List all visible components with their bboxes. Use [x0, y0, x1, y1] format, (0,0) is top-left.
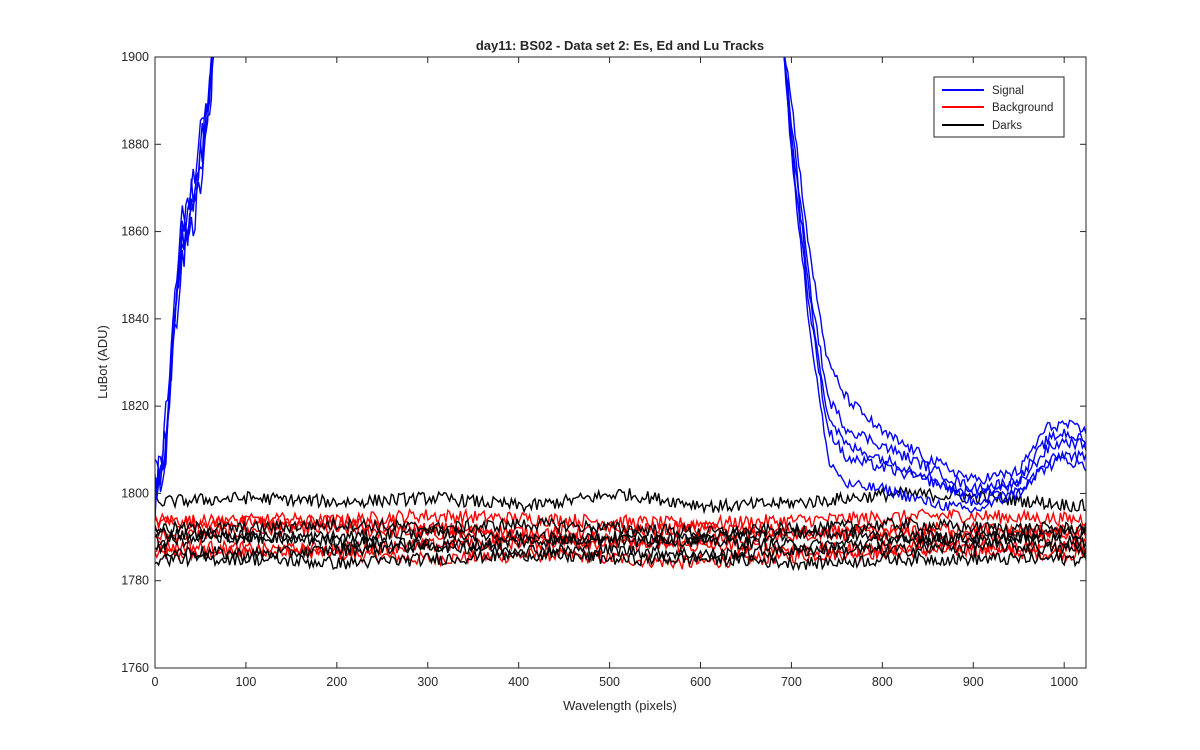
x-axis-label: Wavelength (pixels): [563, 698, 677, 713]
darks-trace: [155, 547, 1086, 572]
signal-trace: [784, 57, 1086, 497]
darks-trace: [155, 537, 1086, 563]
y-tick-label: 1840: [121, 312, 149, 326]
signal-trace: [783, 57, 1086, 507]
y-axis-label: LuBot (ADU): [95, 325, 110, 399]
signal-trace: [155, 57, 212, 499]
plot-area: [155, 57, 1086, 668]
x-tick-label: 100: [235, 675, 256, 689]
legend-label-signal: Signal: [992, 85, 1024, 97]
darks-trace: [155, 515, 1086, 539]
darks-trace: [155, 529, 1086, 554]
y-tick-label: 1780: [121, 574, 149, 588]
x-tick-label: 200: [326, 675, 347, 689]
x-tick-label: 700: [781, 675, 802, 689]
darks-trace: [155, 524, 1086, 550]
x-tick-label: 300: [417, 675, 438, 689]
x-tick-label: 400: [508, 675, 529, 689]
series-layer: [155, 57, 1086, 572]
x-tick-label: 900: [963, 675, 984, 689]
legend: Signal Background Darks: [933, 76, 1065, 138]
legend-label-darks: Darks: [992, 120, 1022, 132]
x-tick-label: 500: [599, 675, 620, 689]
signal-trace: [784, 57, 1086, 485]
legend-label-background: Background: [992, 102, 1053, 114]
darks-trace: [155, 485, 1086, 515]
signal-trace: [783, 57, 1086, 500]
signal-trace: [155, 57, 215, 520]
x-tick-label: 800: [872, 675, 893, 689]
y-tick-label: 1820: [121, 399, 149, 413]
axes-box: [154, 56, 1087, 669]
y-tick-label: 1900: [121, 50, 149, 64]
ticks-layer: 0 100 200 300 400 500 600 700 800 900 1000 1760 1780…: [121, 50, 1086, 689]
y-tick-label: 1800: [121, 486, 149, 500]
x-tick-label: 1000: [1050, 675, 1078, 689]
y-tick-label: 1860: [121, 225, 149, 239]
x-tick-label: 0: [152, 675, 159, 689]
chart-title: day11: BS02 - Data set 2: Es, Ed and Lu …: [476, 38, 764, 53]
y-tick-label: 1880: [121, 137, 149, 151]
background-trace: [155, 507, 1086, 532]
x-tick-label: 600: [690, 675, 711, 689]
y-tick-label: 1760: [121, 661, 149, 675]
